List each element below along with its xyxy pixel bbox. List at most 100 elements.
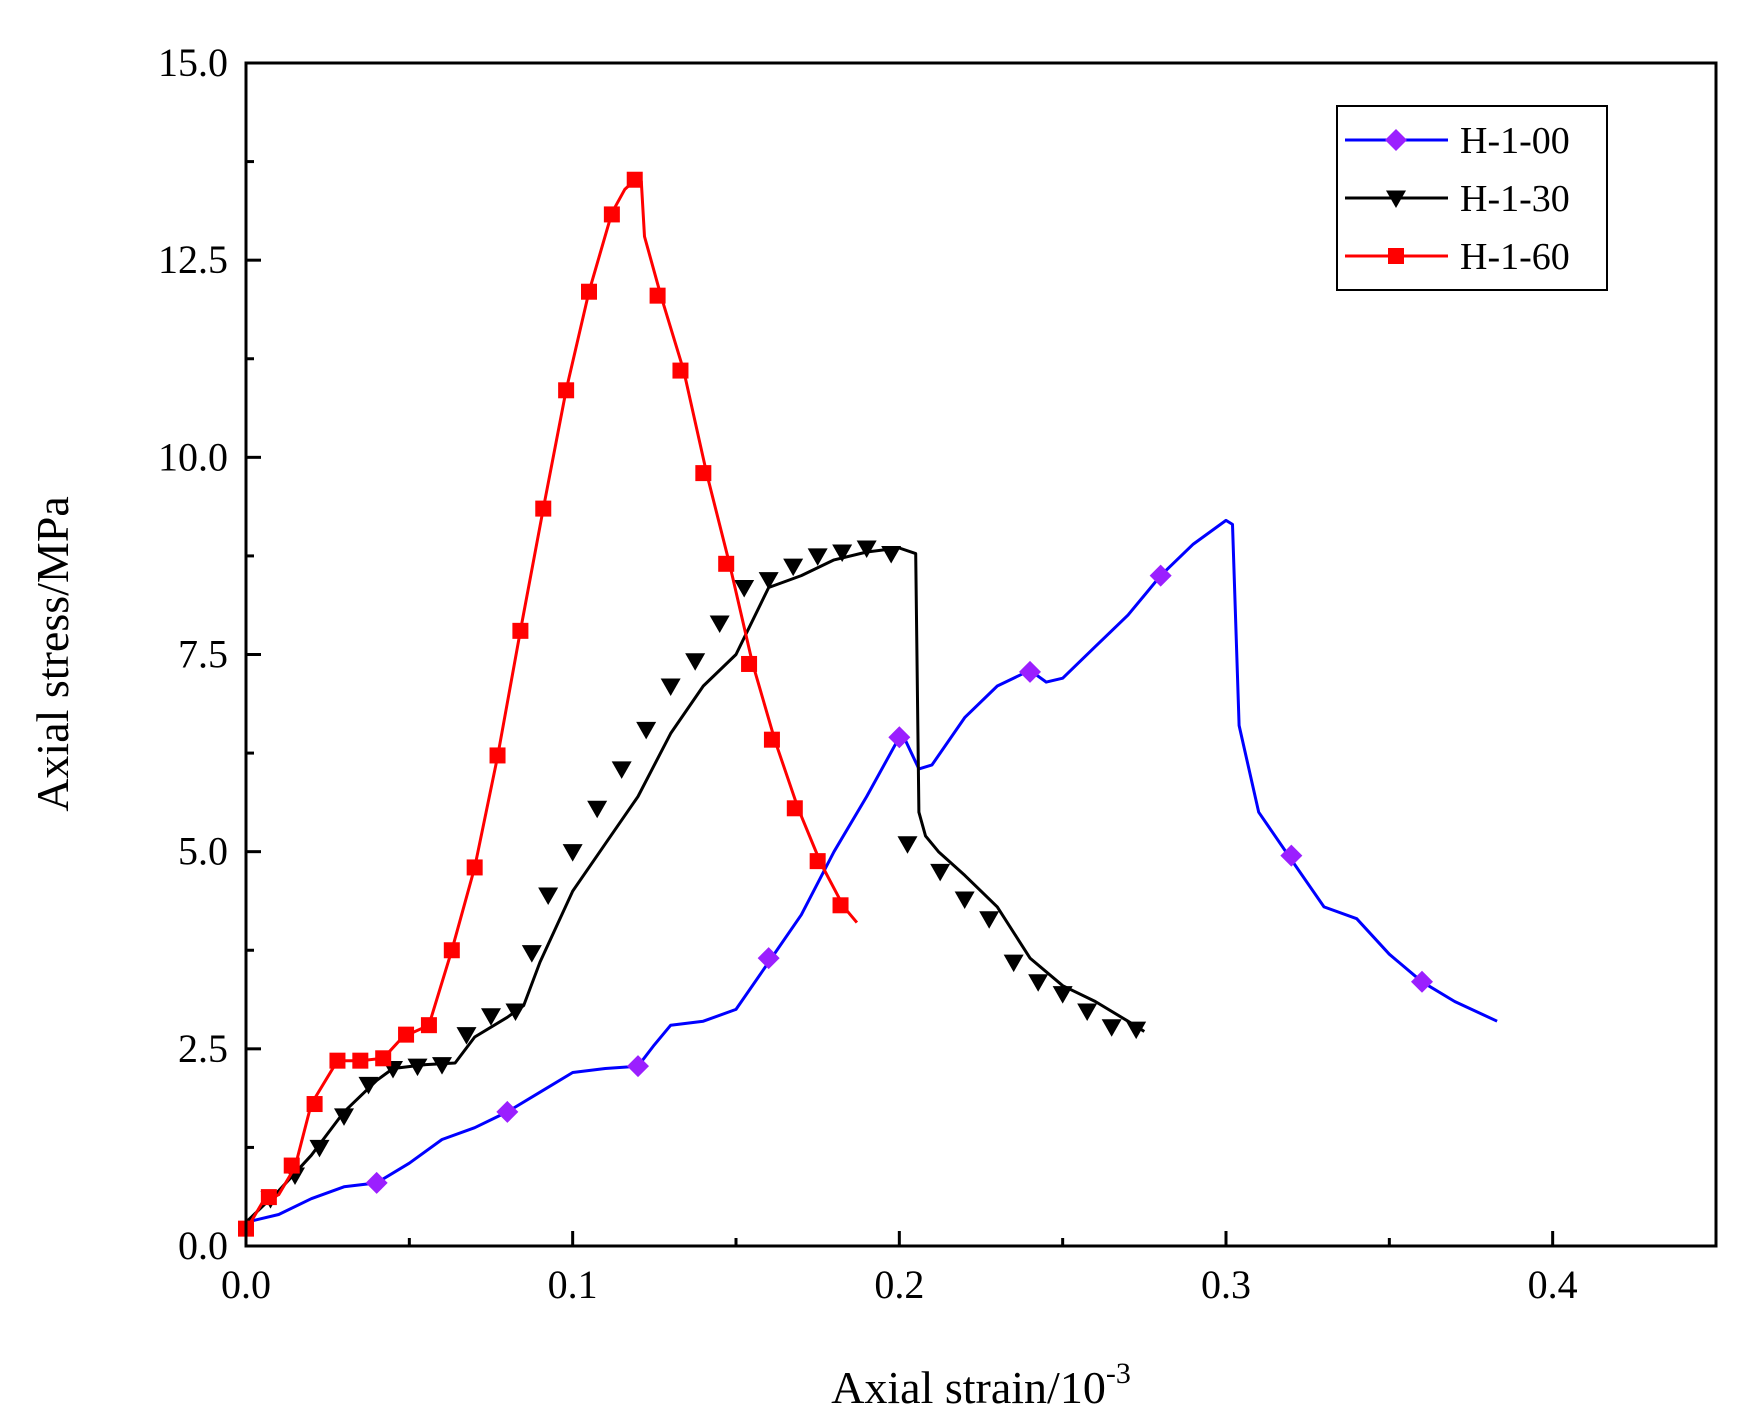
x-tick-label: 0.3 bbox=[1201, 1262, 1251, 1307]
data-point bbox=[535, 500, 552, 517]
data-point bbox=[432, 1057, 452, 1075]
data-point bbox=[1019, 660, 1041, 683]
data-point bbox=[521, 945, 542, 963]
legend: H-1-00 H-1-30 H-1-60 bbox=[1336, 105, 1608, 291]
data-point bbox=[627, 1055, 649, 1078]
data-point bbox=[881, 546, 902, 564]
data-point bbox=[636, 721, 657, 740]
data-point bbox=[832, 544, 853, 562]
data-point bbox=[496, 1100, 519, 1123]
x-tick-label: 0.1 bbox=[548, 1262, 598, 1307]
data-point bbox=[611, 761, 632, 779]
data-point bbox=[672, 362, 689, 379]
series-H-1-30 bbox=[244, 540, 1147, 1224]
data-point bbox=[856, 540, 877, 559]
data-point bbox=[1052, 986, 1073, 1004]
y-tick-label: 10.0 bbox=[158, 434, 228, 479]
data-point bbox=[489, 747, 506, 764]
legend-label: H-1-00 bbox=[1460, 120, 1570, 162]
data-point bbox=[505, 1003, 526, 1021]
data-point bbox=[365, 1171, 388, 1194]
data-point bbox=[420, 1017, 437, 1034]
data-point bbox=[1003, 954, 1024, 973]
data-point bbox=[358, 1076, 379, 1095]
y-tick-label: 5.0 bbox=[178, 829, 228, 874]
y-tick-label: 0.0 bbox=[178, 1223, 228, 1268]
axis-ticks: 0.0 0.1 0.2 0.3 0.4 0.0 2.5 5.0 7.5 10.0 12.5 15.0 bbox=[158, 40, 1718, 1307]
x-axis-title-exponent: -3 bbox=[1106, 1357, 1131, 1390]
data-point bbox=[888, 726, 911, 749]
data-point bbox=[587, 800, 608, 819]
data-point bbox=[783, 558, 804, 577]
data-point bbox=[709, 615, 730, 633]
data-point bbox=[832, 897, 849, 914]
data-point bbox=[581, 283, 597, 300]
data-point bbox=[718, 555, 735, 572]
data-point bbox=[1101, 1019, 1122, 1037]
data-point bbox=[1077, 1003, 1098, 1021]
legend-label: H-1-60 bbox=[1460, 236, 1570, 278]
data-point bbox=[481, 1008, 501, 1026]
data-point bbox=[930, 863, 951, 882]
data-point bbox=[1280, 844, 1303, 867]
x-axis-title-text: Axial strain/10 bbox=[831, 1362, 1106, 1413]
y-axis-title: Axial stress/MPa bbox=[27, 496, 78, 812]
y-tick-label: 12.5 bbox=[158, 237, 228, 282]
data-point bbox=[1149, 564, 1172, 587]
data-point bbox=[306, 1096, 323, 1113]
data-point bbox=[807, 548, 828, 566]
x-axis-title: Axial strain/10-3 bbox=[831, 1357, 1131, 1413]
series-line bbox=[244, 546, 1146, 1224]
data-point bbox=[685, 653, 706, 671]
x-tick-label: 0.0 bbox=[221, 1262, 271, 1307]
data-point bbox=[538, 887, 559, 906]
data-point bbox=[1411, 970, 1433, 993]
data-point bbox=[660, 678, 681, 697]
data-point bbox=[283, 1157, 300, 1174]
legend-entry: H-1-00 bbox=[1345, 120, 1570, 162]
legend-marker bbox=[1388, 248, 1404, 264]
data-point bbox=[398, 1026, 415, 1043]
data-point bbox=[1028, 974, 1049, 992]
legend-entry: H-1-60 bbox=[1345, 236, 1570, 278]
legend-label: H-1-30 bbox=[1460, 178, 1570, 220]
legend-marker bbox=[1386, 190, 1406, 208]
data-point bbox=[334, 1108, 354, 1126]
data-point bbox=[757, 947, 780, 970]
y-tick-label: 7.5 bbox=[178, 632, 228, 677]
data-point bbox=[786, 800, 803, 817]
data-point bbox=[558, 382, 575, 399]
data-point bbox=[466, 859, 483, 876]
data-point bbox=[456, 1027, 477, 1045]
data-point bbox=[763, 731, 780, 748]
x-tick-label: 0.4 bbox=[1528, 1262, 1578, 1307]
data-point bbox=[626, 171, 643, 188]
y-tick-label: 2.5 bbox=[178, 1026, 228, 1071]
data-point bbox=[758, 572, 779, 590]
legend-marker bbox=[1385, 129, 1407, 151]
y-tick-label: 15.0 bbox=[158, 40, 228, 85]
data-point bbox=[562, 844, 583, 862]
data-point bbox=[512, 622, 529, 639]
data-point bbox=[649, 287, 666, 304]
data-point bbox=[741, 655, 758, 672]
data-point bbox=[352, 1052, 369, 1069]
data-point bbox=[695, 465, 712, 482]
data-point bbox=[443, 942, 460, 959]
data-point bbox=[1126, 1021, 1147, 1040]
data-point bbox=[260, 1189, 277, 1206]
data-point bbox=[309, 1139, 330, 1158]
data-point bbox=[603, 206, 620, 223]
data-point bbox=[897, 836, 918, 854]
data-point bbox=[329, 1052, 346, 1069]
data-point bbox=[954, 891, 975, 909]
series-H-1-60 bbox=[238, 171, 859, 1237]
series-H-1-00 bbox=[245, 518, 1498, 1224]
data-point bbox=[809, 853, 826, 870]
data-point bbox=[734, 579, 755, 598]
data-point bbox=[375, 1050, 392, 1067]
data-point bbox=[407, 1058, 428, 1077]
x-tick-label: 0.2 bbox=[874, 1262, 924, 1307]
series-layer bbox=[238, 171, 1498, 1237]
